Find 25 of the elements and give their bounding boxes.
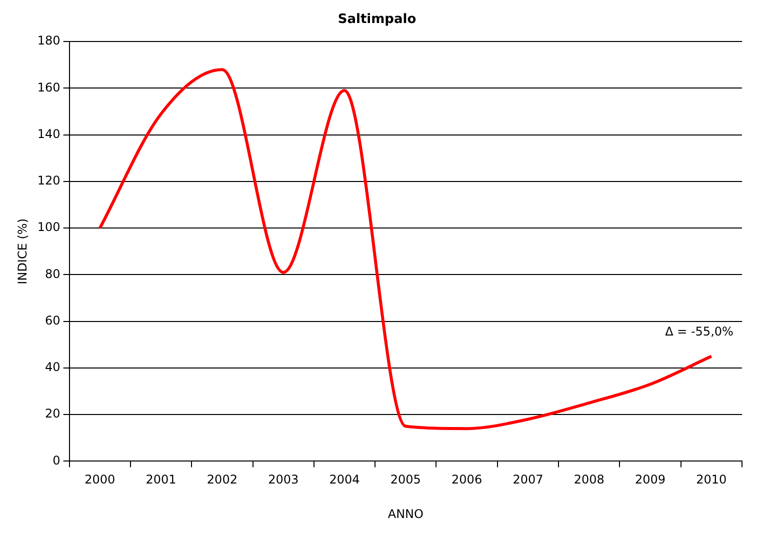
x-tick-label: 2010 xyxy=(696,472,727,487)
x-tick-label: 2004 xyxy=(329,472,360,487)
x-axis-title: ANNO xyxy=(388,506,424,521)
y-tick-label: 160 xyxy=(37,80,60,94)
x-tick-label: 2007 xyxy=(512,472,544,487)
x-tick-label: 2002 xyxy=(206,472,238,487)
x-tick-label: 2000 xyxy=(84,472,116,487)
x-tick-label: 2006 xyxy=(452,472,482,487)
x-tick-label: 2003 xyxy=(268,472,299,487)
y-tick-label: 20 xyxy=(45,406,60,421)
x-tick-label: 2008 xyxy=(574,472,604,487)
y-tick-label: 80 xyxy=(45,266,60,281)
x-tick-label: 2009 xyxy=(634,472,666,487)
y-tick-label: 40 xyxy=(45,360,60,374)
chart-title: Saltimpalo xyxy=(338,12,416,28)
x-tick-label: 2005 xyxy=(390,472,421,487)
annotation: Δ = -55,0% xyxy=(665,324,734,338)
y-tick-label: 0 xyxy=(52,453,60,468)
y-tick-label: 60 xyxy=(45,313,60,328)
y-tick-label: 140 xyxy=(37,126,60,141)
y-axis-title: INDICE (%) xyxy=(15,218,30,284)
x-tick-label: 2001 xyxy=(146,472,176,487)
y-tick-label: 120 xyxy=(37,174,60,188)
y-tick-label: 180 xyxy=(37,34,60,48)
y-tick-label: 100 xyxy=(37,220,60,234)
